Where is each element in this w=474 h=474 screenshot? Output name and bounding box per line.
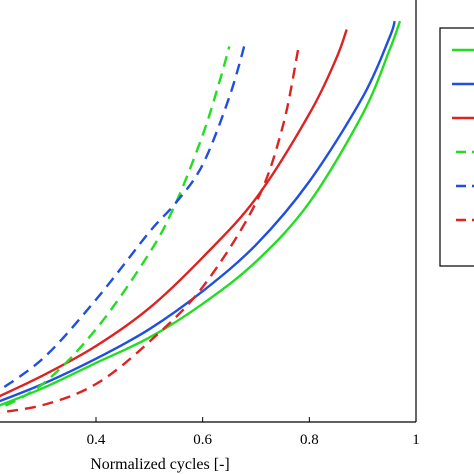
x-tick-label: 0.8 <box>300 432 319 448</box>
x-tick-label: 0.4 <box>87 432 106 448</box>
series-line-5 <box>0 41 247 392</box>
series-line-2 <box>0 20 396 403</box>
x-tick-label: 1 <box>412 432 420 448</box>
x-tick-label: 0.6 <box>193 432 212 448</box>
series-line-3 <box>0 29 348 398</box>
x-axis-label: Normalized cycles [-] <box>90 456 229 473</box>
series-layer <box>0 20 402 414</box>
series-line-6 <box>0 46 300 414</box>
legend-box <box>439 27 474 267</box>
x-tick-labels: 0.4 0.6 0.8 1 <box>87 432 420 448</box>
legend <box>439 27 474 267</box>
series-line-1 <box>0 20 402 407</box>
plot-axes <box>0 0 417 423</box>
series-line-4 <box>0 46 231 410</box>
